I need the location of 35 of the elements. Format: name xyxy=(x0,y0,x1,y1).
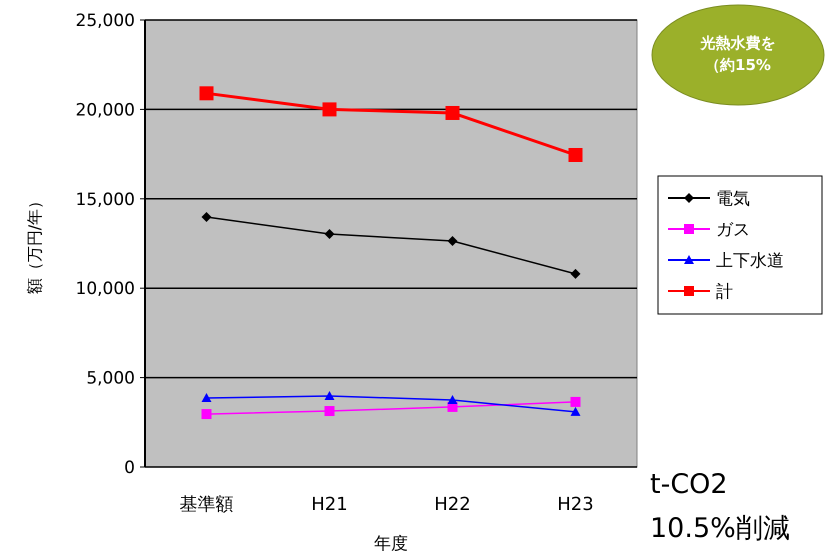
x-tick-label: H21 xyxy=(311,494,348,515)
point xyxy=(570,396,580,407)
point xyxy=(570,406,580,416)
x-tick-label: H22 xyxy=(434,494,471,515)
x-tick-label: H23 xyxy=(557,494,594,515)
point xyxy=(202,392,212,402)
legend-label: ガス xyxy=(716,220,750,240)
point xyxy=(202,409,212,420)
x-axis-title: 年度 xyxy=(374,534,408,554)
y-tick-label: 20,000 xyxy=(76,100,135,120)
y-tick-label: 0 xyxy=(124,458,135,478)
text: 10.5%削減 xyxy=(650,513,790,544)
point xyxy=(568,148,582,162)
x-tick-label: 基準額 xyxy=(180,494,234,515)
legend-label: 計 xyxy=(716,282,733,302)
y-tick-label: 5,000 xyxy=(86,368,135,389)
legend-label: 上下水道 xyxy=(716,250,784,271)
legend-label: 電気 xyxy=(716,188,750,209)
point xyxy=(202,212,212,222)
y-tick-label: 25,000 xyxy=(76,10,135,31)
text: （約15% xyxy=(705,56,771,74)
y-tick-label: 10,000 xyxy=(76,279,135,300)
point xyxy=(200,86,214,100)
point xyxy=(570,268,580,279)
point xyxy=(448,394,458,404)
point xyxy=(446,106,460,120)
point xyxy=(448,236,458,246)
text: t-CO2 xyxy=(650,469,728,500)
point xyxy=(322,102,336,116)
text: 光熱水費を xyxy=(700,34,776,52)
y-tick-label: 15,000 xyxy=(76,190,135,210)
point xyxy=(324,229,334,240)
point xyxy=(324,391,334,400)
y-axis-title: 額（万円/年） xyxy=(25,192,44,294)
point xyxy=(324,406,334,416)
